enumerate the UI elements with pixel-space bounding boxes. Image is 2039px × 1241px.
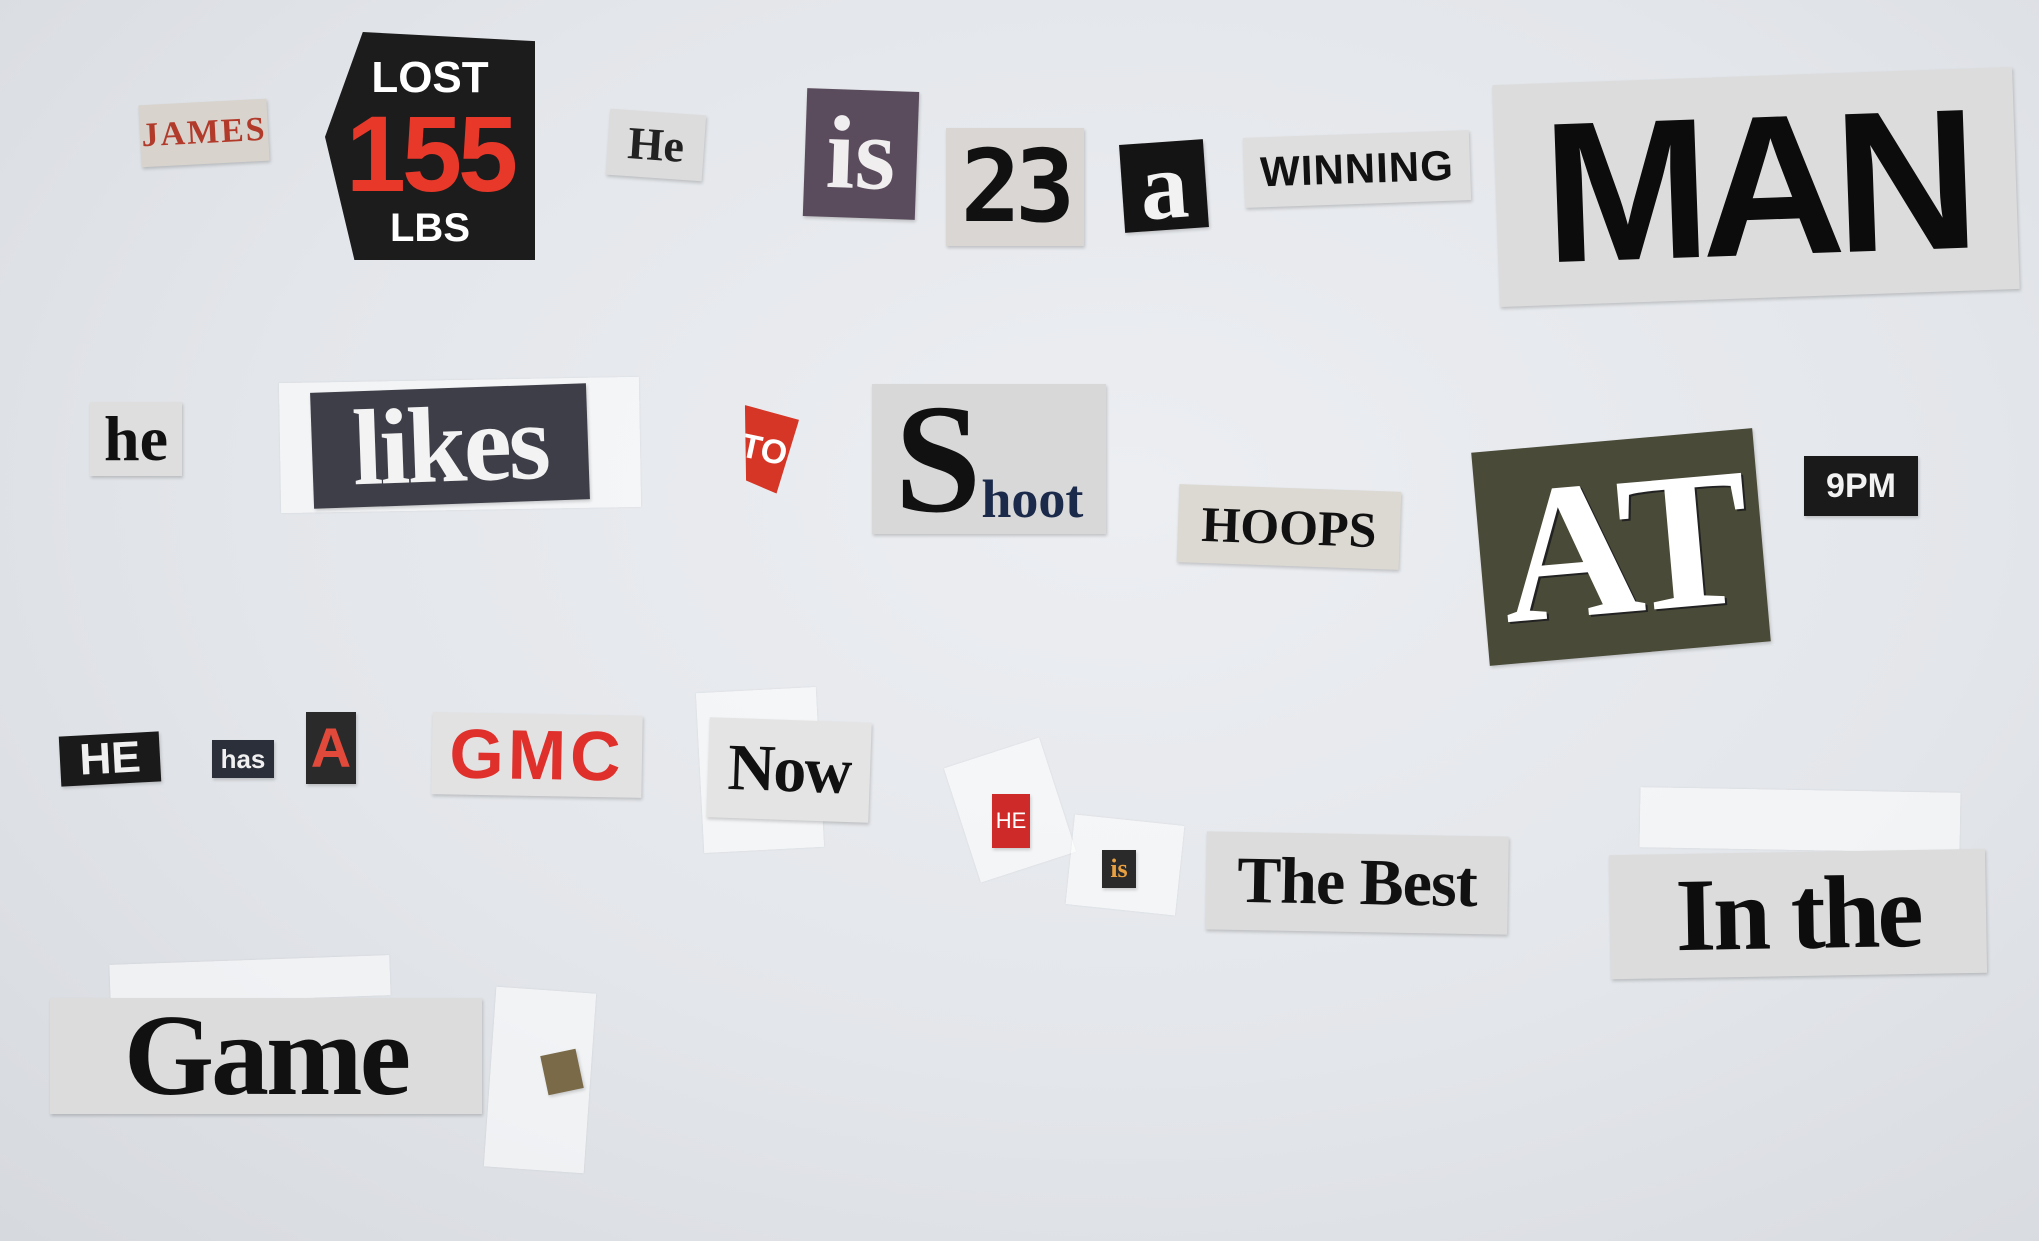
clipping-lost-line1: LOST	[371, 53, 489, 102]
clipping-winning: WINNING	[1242, 130, 1472, 208]
clipping-the-best: The Best	[1205, 831, 1509, 935]
clipping-23: 23	[946, 128, 1084, 246]
tape-piece	[1639, 787, 1961, 853]
clipping-hoops: HOOPS	[1176, 484, 1402, 570]
clipping-in-the: In the	[1608, 848, 1988, 980]
clipping-shoot-rest: hoot	[981, 469, 1084, 529]
clipping-man: MAN	[1492, 66, 2020, 308]
clipping-lost-line3: LBS	[390, 206, 470, 250]
clipping-james: JAMES	[138, 98, 270, 168]
clipping-a: a	[1119, 130, 1209, 241]
clipping-shoot-s: S	[894, 372, 982, 546]
clipping-lost-155-lbs: LOST 155 LBS	[325, 32, 535, 260]
clipping-has: has	[212, 740, 274, 778]
clipping-gmc: GMC	[431, 712, 643, 798]
clipping-lost-line2: 155	[345, 93, 518, 214]
clipping-is-small: is	[1102, 850, 1136, 888]
clipping-game: Game	[50, 998, 482, 1114]
clipping-a-caps: A	[306, 712, 356, 784]
clipping-at: AT	[1471, 428, 1771, 666]
clipping-to: TO	[728, 405, 799, 495]
clipping-he-small: HE	[992, 794, 1030, 848]
clipping-9pm: 9PM	[1804, 456, 1918, 516]
clipping-likes: likes	[310, 383, 590, 509]
clipping-he: He	[605, 108, 707, 182]
clipping-is: is	[802, 88, 920, 220]
clipping-now: Now	[706, 717, 872, 823]
clipping-he-lower: he	[90, 402, 182, 476]
clipping-he-caps: HE	[58, 731, 162, 787]
clipping-shoot: S hoot	[872, 372, 1106, 546]
